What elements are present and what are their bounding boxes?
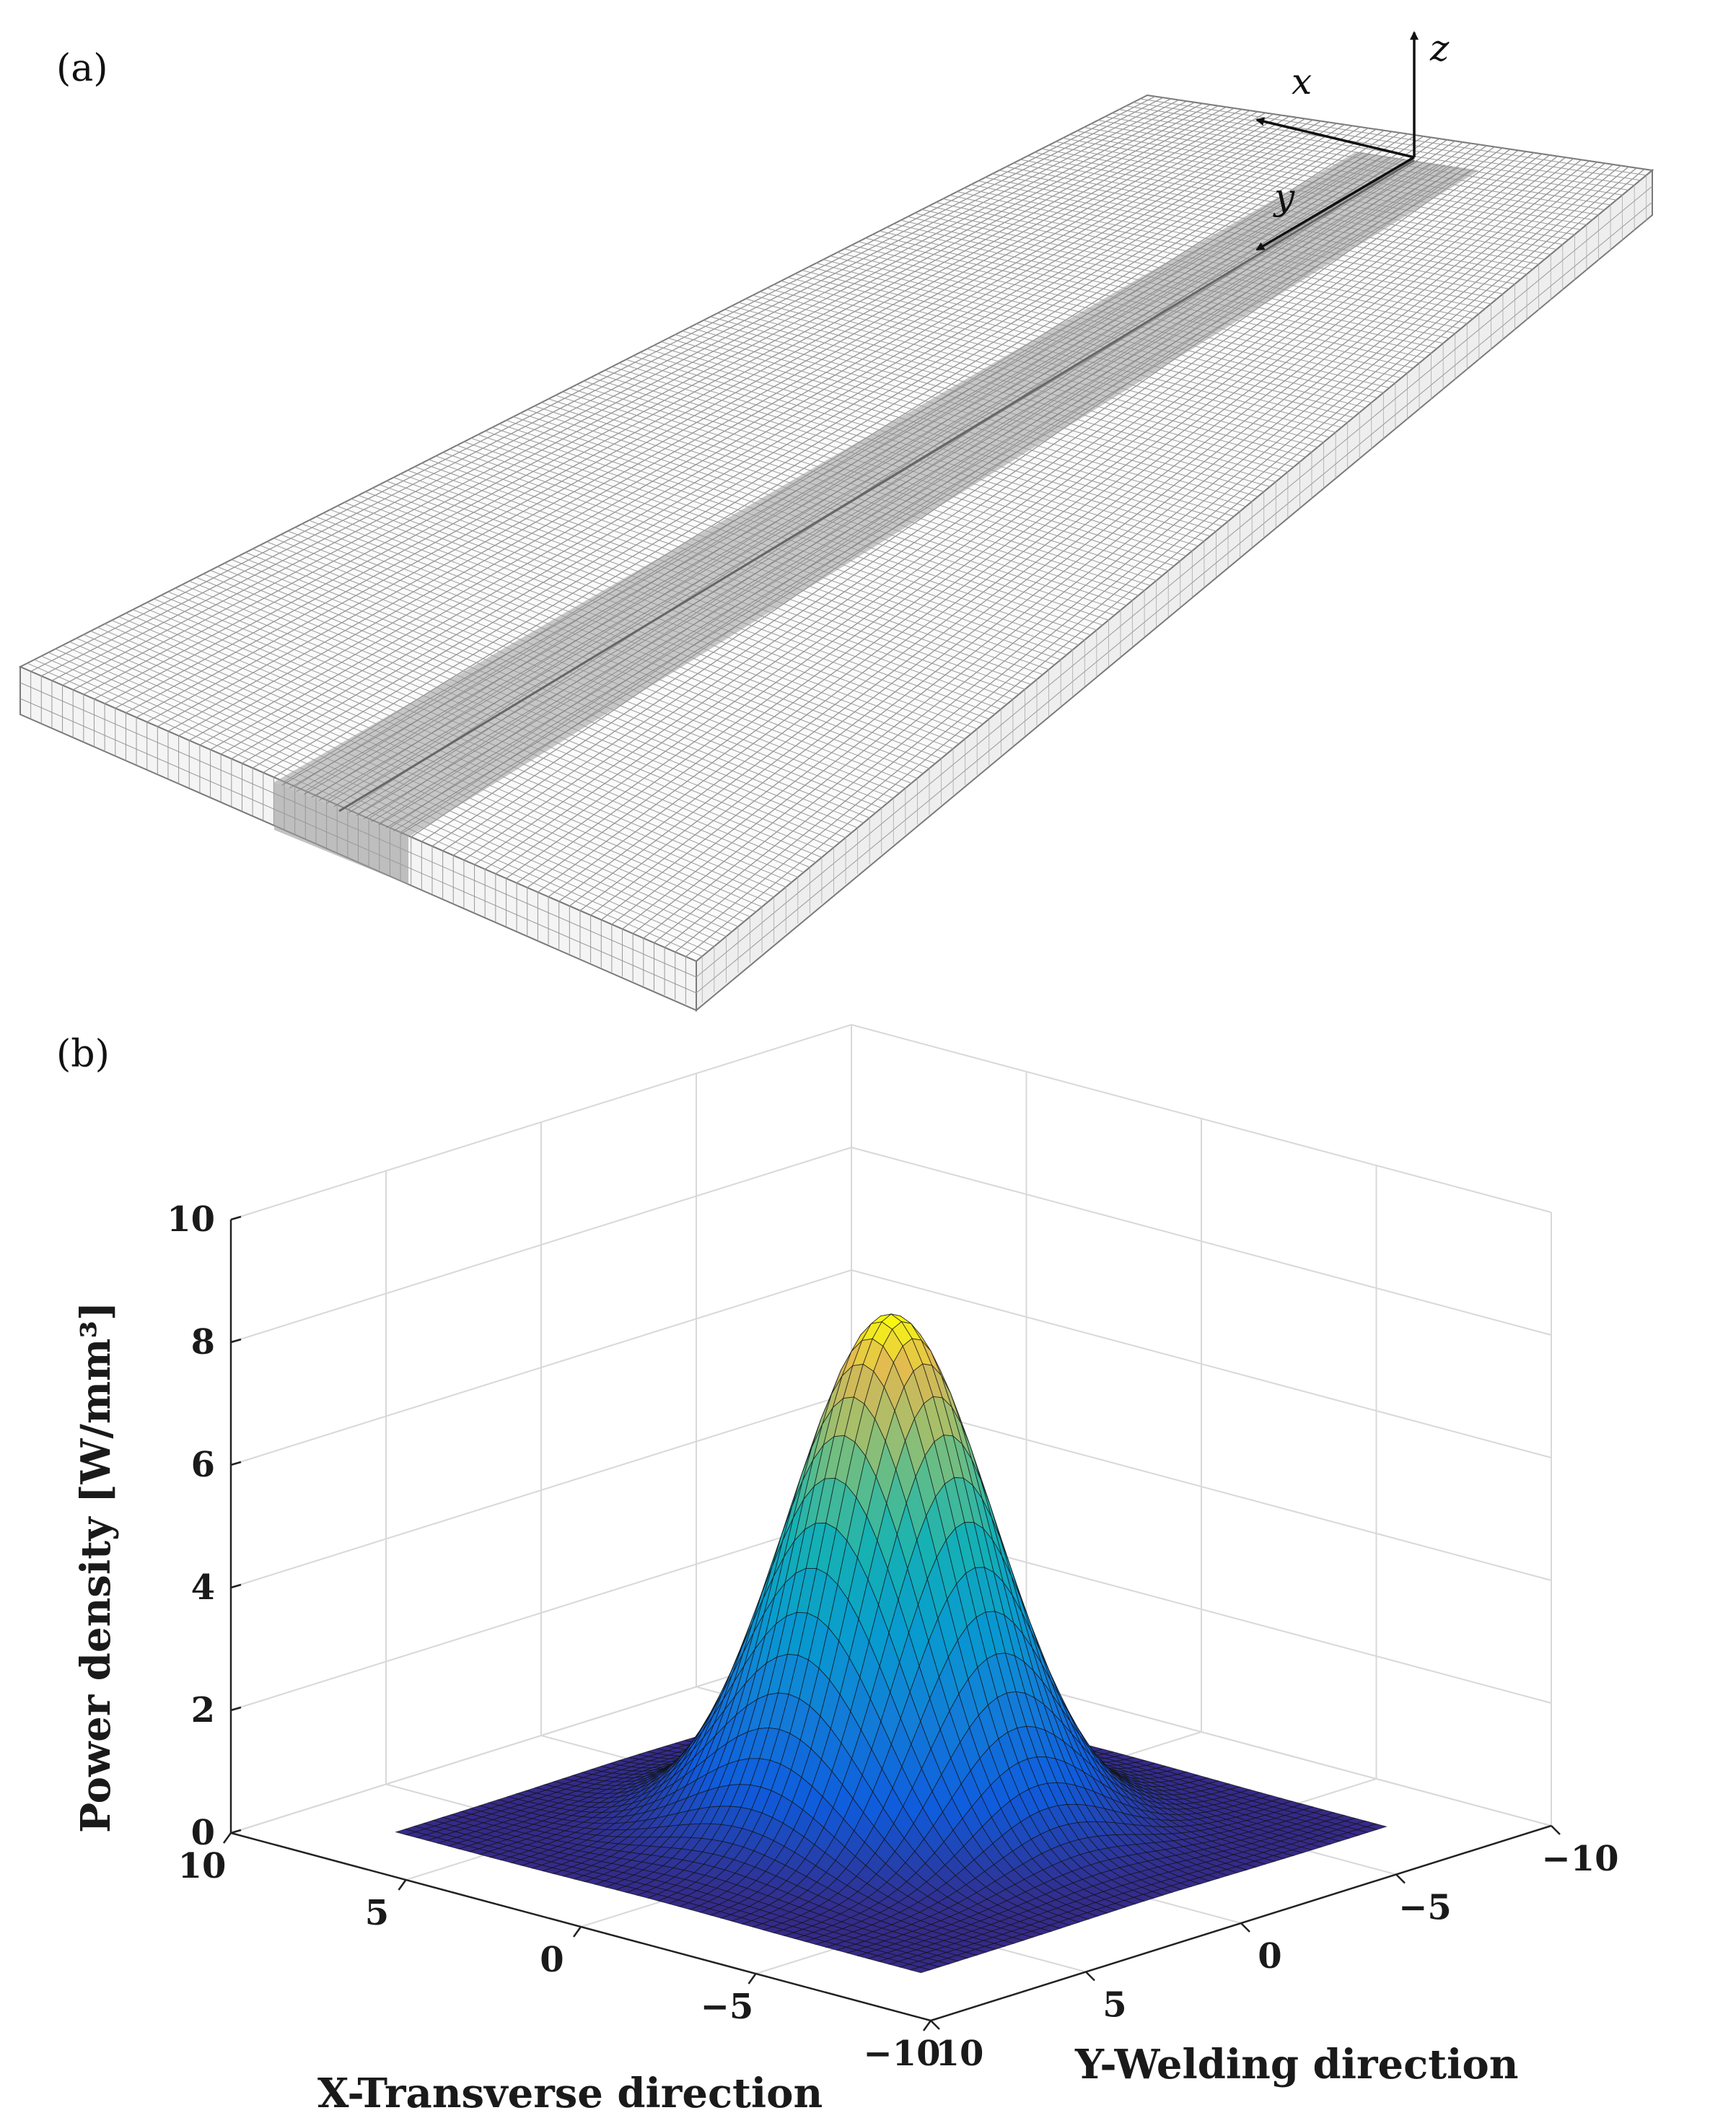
x-axis-label: X-Transverse direction — [317, 2070, 823, 2117]
z-tick-label: 6 — [191, 1445, 215, 1485]
weld-mesh-line — [311, 156, 1391, 798]
z-tick-label: 4 — [191, 1567, 215, 1608]
x-tick-mark — [222, 1832, 232, 1844]
weld-mesh-line — [333, 159, 1411, 808]
x-tick-mark — [572, 1926, 582, 1938]
y-tick-label: 5 — [1102, 1985, 1126, 2026]
x-tick-mark — [398, 1879, 407, 1891]
weld-mesh-line — [385, 167, 1459, 828]
z-axis-label: Power density [W/mm³] — [72, 1302, 120, 1833]
panel-a: (a) z x y — [18, 27, 1654, 1012]
z-tick-labels: 0 2 4 6 8 10 — [167, 1199, 242, 1853]
x-tick-labels: 10 5 0 −5 −10 — [178, 1832, 941, 2074]
z-tick-mark — [230, 1706, 242, 1712]
weld-mesh-line — [348, 162, 1425, 813]
mesh-line — [1118, 109, 1628, 191]
y-tick-mark — [1240, 1922, 1250, 1933]
z-tick-mark — [230, 1215, 242, 1221]
y-tick-label: −10 — [1541, 1839, 1618, 1879]
y-tick-mark — [1395, 1873, 1406, 1884]
z-tick-mark — [230, 1829, 242, 1834]
z-tick-label: 2 — [191, 1690, 215, 1730]
z-tick-mark — [230, 1461, 242, 1466]
z-tick-label: 8 — [191, 1322, 215, 1362]
y-tick-mark — [1085, 1971, 1095, 1982]
weld-zone-front — [274, 782, 408, 885]
weld-mesh-line — [371, 165, 1445, 823]
x-tick-label: 10 — [178, 1846, 227, 1886]
panel-b: (b) 0 2 4 6 8 10 10 5 0 −5 −10 10 5 0 −5 −10 Power de… — [56, 1024, 1619, 2117]
z-tick-label: 10 — [167, 1199, 215, 1240]
x-axis-letter: x — [1292, 61, 1312, 102]
y-axis-letter: y — [1273, 176, 1295, 218]
y-tick-label: −5 — [1398, 1888, 1452, 1928]
panel-b-label: (b) — [56, 1033, 110, 1076]
x-tick-label: 5 — [365, 1893, 389, 1933]
y-tick-label: 0 — [1258, 1936, 1281, 1977]
plate-side-face — [696, 168, 1653, 1012]
z-tick-mark — [230, 1583, 242, 1589]
y-axis-label: Y-Welding direction — [1074, 2041, 1518, 2088]
y-tick-labels: 10 5 0 −5 −10 — [930, 1825, 1619, 2074]
x-tick-mark — [748, 1973, 757, 1984]
weld-centerline — [338, 159, 1415, 813]
weld-mesh-line — [356, 162, 1432, 816]
weld-mesh-line — [326, 158, 1405, 804]
weld-mesh-line — [281, 152, 1364, 786]
weld-mesh-line — [304, 155, 1384, 795]
surface-patch — [909, 1966, 931, 1974]
weld-mesh-line — [378, 165, 1452, 826]
z-tick-mark — [230, 1338, 242, 1344]
x-axis-arrow — [1255, 117, 1415, 159]
weld-mesh-line — [400, 169, 1473, 835]
z-axis-letter: z — [1429, 27, 1450, 69]
mesh-line — [696, 185, 1653, 978]
mesh-line — [696, 201, 1653, 994]
mesh-line — [1133, 102, 1641, 181]
gaussian-surface — [395, 1313, 1388, 1974]
weld-zone-lines — [281, 152, 1473, 835]
panel-a-label: (a) — [56, 47, 108, 90]
x-tick-label: 0 — [540, 1940, 564, 1980]
y-axis-arrow — [1255, 156, 1415, 251]
y-tick-mark — [1551, 1825, 1561, 1835]
x-tick-label: −5 — [701, 1987, 754, 2027]
weld-mesh-line — [296, 154, 1377, 792]
x-tick-mark — [922, 2020, 932, 2031]
mesh-line — [1126, 105, 1635, 186]
y-tick-mark — [930, 2020, 940, 2030]
weld-mesh-line — [363, 163, 1439, 820]
y-tick-label: 10 — [936, 2034, 984, 2074]
weld-mesh-line — [393, 167, 1466, 831]
coordinate-axes: z x y — [1255, 27, 1450, 251]
mesh-line — [1140, 98, 1647, 176]
weld-mesh-line — [318, 157, 1398, 801]
z-tick-label: 0 — [191, 1813, 215, 1853]
x-tick-label: −10 — [863, 2034, 940, 2074]
weld-mesh-line — [289, 153, 1371, 789]
